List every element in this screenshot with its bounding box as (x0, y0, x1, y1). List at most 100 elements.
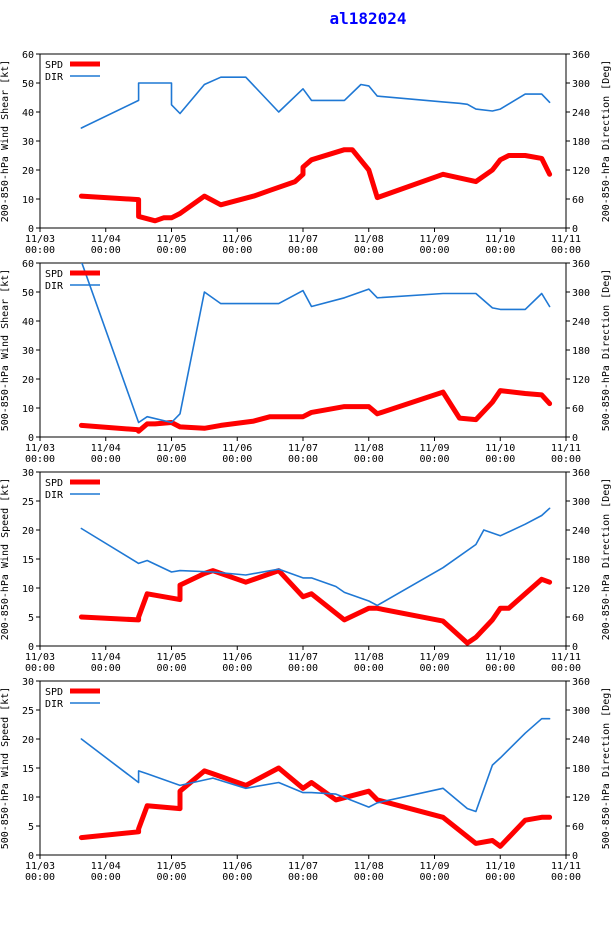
y-tick-label: 40 (22, 108, 34, 119)
y-tick-label: 20 (22, 735, 34, 746)
x-tick-date: 11/07 (288, 652, 318, 663)
y-tick-label: 30 (22, 137, 34, 148)
legend-spd-label: SPD (45, 269, 63, 280)
y-tick-label: 0 (28, 851, 34, 862)
x-tick-date: 11/08 (354, 652, 384, 663)
y2-tick-label: 120 (572, 375, 590, 386)
spd-series-line (78, 568, 553, 646)
y2-tick-label: 240 (572, 526, 590, 537)
y-tick-label: 25 (22, 497, 34, 508)
y2-tick-label: 300 (572, 706, 590, 717)
x-tick-date: 11/08 (354, 443, 384, 454)
y2-tick-label: 0 (572, 642, 578, 653)
x-tick-date: 11/09 (419, 234, 449, 245)
x-tick-time: 00:00 (222, 245, 252, 256)
y2-tick-label: 300 (572, 79, 590, 90)
y-tick-label: 30 (22, 468, 34, 479)
y-tick-label: 40 (22, 317, 34, 328)
x-tick-time: 00:00 (222, 663, 252, 674)
y-tick-label: 20 (22, 526, 34, 537)
x-tick-time: 00:00 (419, 454, 449, 465)
y2-tick-label: 0 (572, 851, 578, 862)
y2-tick-label: 60 (572, 822, 584, 833)
x-tick-time: 00:00 (156, 245, 186, 256)
x-tick-time: 00:00 (25, 454, 55, 465)
x-tick-time: 00:00 (288, 872, 318, 883)
x-tick-date: 11/10 (485, 234, 515, 245)
x-tick-date: 11/11 (551, 443, 581, 454)
y2-tick-label: 360 (572, 259, 590, 270)
x-tick-time: 00:00 (485, 245, 515, 256)
x-tick-date: 11/10 (485, 652, 515, 663)
x-tick-date: 11/09 (419, 861, 449, 872)
x-tick-time: 00:00 (354, 872, 384, 883)
legend-spd-label: SPD (45, 60, 63, 71)
y2-tick-label: 0 (572, 224, 578, 235)
x-tick-date: 11/05 (156, 861, 186, 872)
x-tick-date: 11/04 (91, 443, 121, 454)
x-tick-date: 11/03 (25, 234, 55, 245)
y2-tick-label: 300 (572, 288, 590, 299)
y2-tick-label: 180 (572, 346, 590, 357)
y-axis-label: 200-850-hPa Wind Speed [kt] (0, 478, 11, 641)
dir-series-line (80, 76, 551, 129)
chart-panel-2: 010203040506006012018024030036011/0300:0… (0, 259, 612, 465)
y-tick-label: 0 (28, 433, 34, 444)
x-tick-date: 11/08 (354, 234, 384, 245)
x-tick-time: 00:00 (156, 872, 186, 883)
y2-tick-label: 360 (572, 50, 590, 61)
x-tick-time: 00:00 (25, 663, 55, 674)
chart-panel-4: 05101520253006012018024030036011/0300:00… (0, 677, 612, 883)
dir-series-line (80, 717, 551, 813)
x-tick-date: 11/10 (485, 861, 515, 872)
y2-tick-label: 60 (572, 613, 584, 624)
y2-tick-label: 60 (572, 404, 584, 415)
y-tick-label: 60 (22, 50, 34, 61)
x-tick-time: 00:00 (354, 245, 384, 256)
y-axis-label: 500-850-hPa Wind Speed [kt] (0, 687, 11, 850)
y2-tick-label: 360 (572, 677, 590, 688)
x-tick-time: 00:00 (551, 454, 581, 465)
y-tick-label: 0 (28, 224, 34, 235)
y-tick-label: 30 (22, 677, 34, 688)
y2-tick-label: 180 (572, 555, 590, 566)
y-tick-label: 5 (28, 613, 34, 624)
x-tick-date: 11/06 (222, 652, 252, 663)
spd-series-line (78, 765, 553, 849)
y-tick-label: 0 (28, 642, 34, 653)
y2-axis-label: 200-850-hPa Direction [Deg] (601, 60, 612, 223)
x-tick-time: 00:00 (156, 454, 186, 465)
x-tick-time: 00:00 (222, 454, 252, 465)
y-tick-label: 5 (28, 822, 34, 833)
x-tick-time: 00:00 (354, 663, 384, 674)
x-tick-time: 00:00 (288, 454, 318, 465)
y2-tick-label: 300 (572, 497, 590, 508)
x-tick-date: 11/05 (156, 234, 186, 245)
y2-tick-label: 240 (572, 735, 590, 746)
y2-tick-label: 240 (572, 317, 590, 328)
x-tick-time: 00:00 (485, 663, 515, 674)
x-tick-time: 00:00 (485, 454, 515, 465)
x-tick-date: 11/05 (156, 652, 186, 663)
x-tick-time: 00:00 (91, 872, 121, 883)
x-tick-date: 11/03 (25, 443, 55, 454)
x-tick-date: 11/08 (354, 861, 384, 872)
x-tick-time: 00:00 (419, 872, 449, 883)
x-tick-time: 00:00 (551, 872, 581, 883)
x-tick-date: 11/11 (551, 861, 581, 872)
x-tick-date: 11/06 (222, 861, 252, 872)
x-tick-time: 00:00 (419, 245, 449, 256)
y2-axis-label: 500-850-hPa Direction [Deg] (601, 269, 612, 432)
dir-series-line (81, 263, 551, 424)
y2-tick-label: 240 (572, 108, 590, 119)
x-tick-date: 11/05 (156, 443, 186, 454)
y2-tick-label: 60 (572, 195, 584, 206)
y-tick-label: 15 (22, 555, 34, 566)
legend-dir-label: DIR (45, 699, 64, 710)
x-tick-date: 11/11 (551, 234, 581, 245)
y2-tick-label: 120 (572, 584, 590, 595)
chart-panel-1: 010203040506006012018024030036011/0300:0… (0, 50, 612, 256)
x-tick-date: 11/06 (222, 443, 252, 454)
x-tick-time: 00:00 (551, 245, 581, 256)
